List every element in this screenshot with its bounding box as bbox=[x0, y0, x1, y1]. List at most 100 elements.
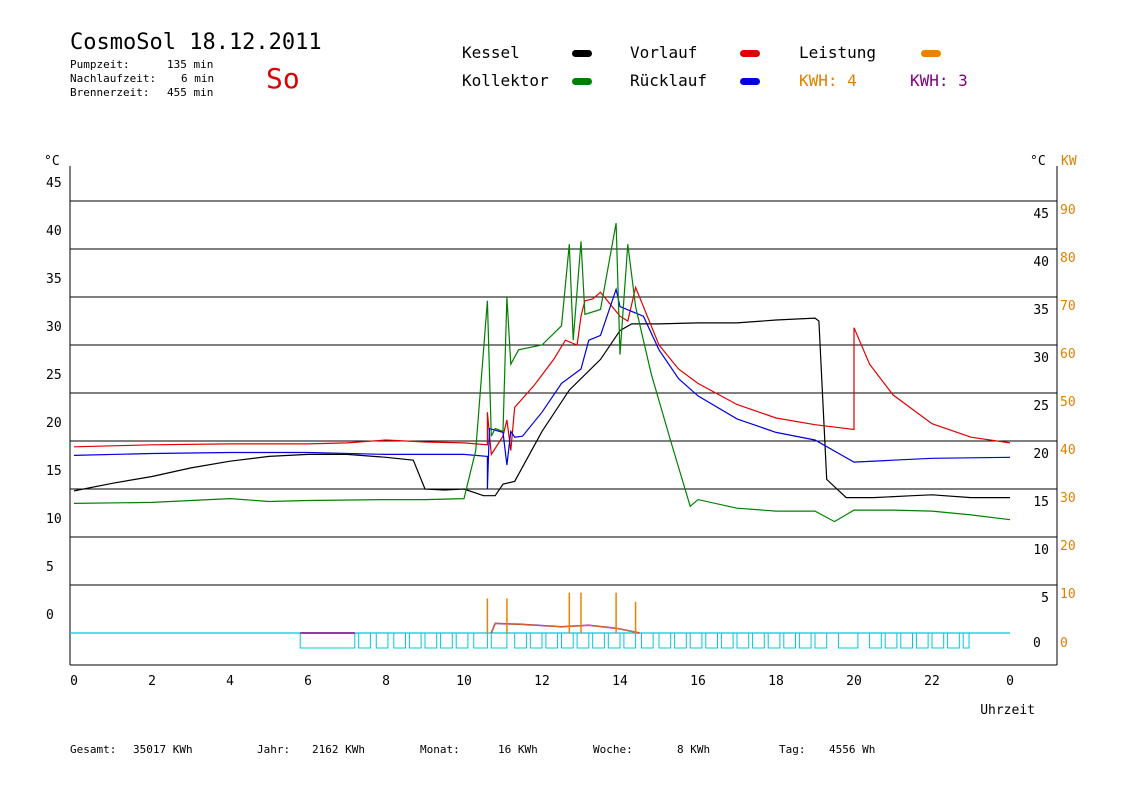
legend-kwh-2: KWH: 3 bbox=[910, 71, 968, 90]
info-pumpzeit-label: Pumpzeit: bbox=[70, 58, 130, 71]
pump-interval bbox=[767, 632, 781, 649]
y-tick-label-right: 20 bbox=[1033, 447, 1049, 462]
footer-gesamt-value: 35017 KWh bbox=[133, 743, 193, 756]
pump-interval bbox=[299, 632, 356, 649]
series-line-vorlauf bbox=[73, 285, 1011, 457]
legend-kollektor: Kollektor bbox=[462, 71, 549, 90]
footer-jahr-value: 2162 KWh bbox=[312, 743, 365, 756]
pump-interval bbox=[576, 632, 590, 649]
pump-interval bbox=[798, 632, 812, 649]
y-tick-label-left: 25 bbox=[46, 368, 62, 383]
pump-interval bbox=[658, 632, 672, 649]
y-tick-label-kw: 30 bbox=[1060, 491, 1076, 506]
x-tick-label: 16 bbox=[690, 674, 706, 689]
series-line-kessel bbox=[73, 317, 1010, 499]
pump-interval bbox=[705, 632, 718, 649]
x-tick-label: 0 bbox=[70, 674, 78, 689]
footer-woche-label: Woche: bbox=[593, 743, 633, 756]
footer-monat-value: 16 KWh bbox=[498, 743, 538, 756]
pump-interval bbox=[814, 632, 828, 649]
x-tick-label: 10 bbox=[456, 674, 472, 689]
y-tick-label-right: 10 bbox=[1033, 543, 1049, 558]
x-tick-label: 4 bbox=[226, 674, 234, 689]
pump-interval bbox=[408, 632, 422, 649]
pump-interval bbox=[689, 632, 703, 649]
pump-interval bbox=[393, 632, 406, 649]
pump-interval bbox=[490, 632, 508, 649]
pump-interval bbox=[592, 632, 605, 649]
y-axis-unit-left: °C bbox=[44, 154, 60, 169]
pump-interval bbox=[640, 632, 654, 649]
y-tick-label-kw: 90 bbox=[1060, 203, 1076, 218]
pump-interval bbox=[561, 632, 574, 649]
y-tick-label-right: 25 bbox=[1033, 399, 1049, 414]
pump-interval bbox=[358, 632, 371, 649]
pump-interval bbox=[623, 632, 637, 649]
legend-leistung-swatch bbox=[921, 50, 941, 57]
legend-vorlauf: Vorlauf bbox=[630, 43, 698, 62]
pump-interval bbox=[424, 632, 438, 649]
y-tick-label-kw: 20 bbox=[1060, 539, 1076, 554]
info-nachlauf-value: 6 min bbox=[181, 72, 215, 85]
footer-gesamt-label: Gesamt: bbox=[70, 743, 117, 756]
weekday-label: So bbox=[266, 62, 300, 95]
y-tick-label-right: 35 bbox=[1033, 303, 1049, 318]
info-brenner-value: 455 min bbox=[167, 86, 214, 99]
footer-woche-value: 8 KWh bbox=[677, 743, 711, 756]
x-tick-label: 22 bbox=[924, 674, 940, 689]
y-tick-label-left: 45 bbox=[46, 176, 62, 191]
y-tick-label-right: 15 bbox=[1033, 495, 1049, 510]
y-tick-label-right: 40 bbox=[1033, 255, 1049, 270]
footer-tag-label: Tag: bbox=[779, 743, 806, 756]
pump-interval bbox=[674, 632, 687, 649]
pump-interval bbox=[783, 632, 796, 649]
x-tick-label: 18 bbox=[768, 674, 784, 689]
pump-interval bbox=[607, 632, 621, 649]
legend-ruecklauf-swatch bbox=[740, 78, 760, 85]
x-axis-label: Uhrzeit bbox=[980, 703, 1035, 718]
legend-leistung: Leistung bbox=[799, 43, 877, 62]
footer-tag-value: 4556 Wh bbox=[829, 743, 876, 756]
x-tick-label: 0 bbox=[1006, 674, 1014, 689]
y-tick-label-kw: 70 bbox=[1060, 299, 1076, 314]
pump-interval bbox=[752, 632, 765, 649]
x-tick-label: 8 bbox=[382, 674, 390, 689]
y-tick-label-kw: 60 bbox=[1060, 347, 1076, 362]
y-tick-label-left: 5 bbox=[46, 560, 54, 575]
x-tick-label: 12 bbox=[534, 674, 550, 689]
pump-interval bbox=[884, 632, 898, 649]
footer-jahr-label: Jahr: bbox=[257, 743, 291, 756]
legend-kwh-1: KWH: 4 bbox=[799, 71, 857, 90]
x-tick-label: 14 bbox=[612, 674, 628, 689]
pump-interval bbox=[869, 632, 882, 649]
y-axis-unit-kw: KW bbox=[1061, 154, 1077, 169]
y-tick-label-kw: 80 bbox=[1060, 251, 1076, 266]
y-tick-label-kw: 0 bbox=[1060, 636, 1068, 651]
x-tick-label: 20 bbox=[846, 674, 862, 689]
pump-interval bbox=[375, 632, 389, 649]
y-tick-label-left: 0 bbox=[46, 608, 54, 623]
series-line-rücklauf bbox=[73, 287, 1011, 490]
pump-interval bbox=[900, 632, 913, 649]
series-line-kollektor bbox=[73, 222, 1011, 523]
y-tick-label-left: 40 bbox=[46, 224, 62, 239]
y-tick-label-kw: 10 bbox=[1060, 587, 1076, 602]
y-axis-unit-right: °C bbox=[1030, 154, 1046, 169]
pump-interval bbox=[720, 632, 734, 649]
pump-interval bbox=[915, 632, 929, 649]
info-brenner-label: Brennerzeit: bbox=[70, 86, 150, 99]
legend-kessel: Kessel bbox=[462, 43, 520, 62]
y-tick-label-left: 15 bbox=[46, 464, 62, 479]
pump-interval bbox=[514, 632, 527, 649]
power-band-overlay bbox=[490, 622, 640, 634]
pump-interval bbox=[947, 632, 960, 649]
y-tick-label-kw: 50 bbox=[1060, 395, 1076, 410]
y-tick-label-left: 30 bbox=[46, 320, 62, 335]
legend-ruecklauf: Rücklauf bbox=[630, 71, 708, 90]
pump-interval bbox=[931, 632, 945, 649]
legend-kollektor-swatch bbox=[572, 78, 592, 85]
x-tick-label: 6 bbox=[304, 674, 312, 689]
info-nachlauf-label: Nachlaufzeit: bbox=[70, 72, 157, 85]
y-tick-label-right: 5 bbox=[1041, 591, 1049, 606]
